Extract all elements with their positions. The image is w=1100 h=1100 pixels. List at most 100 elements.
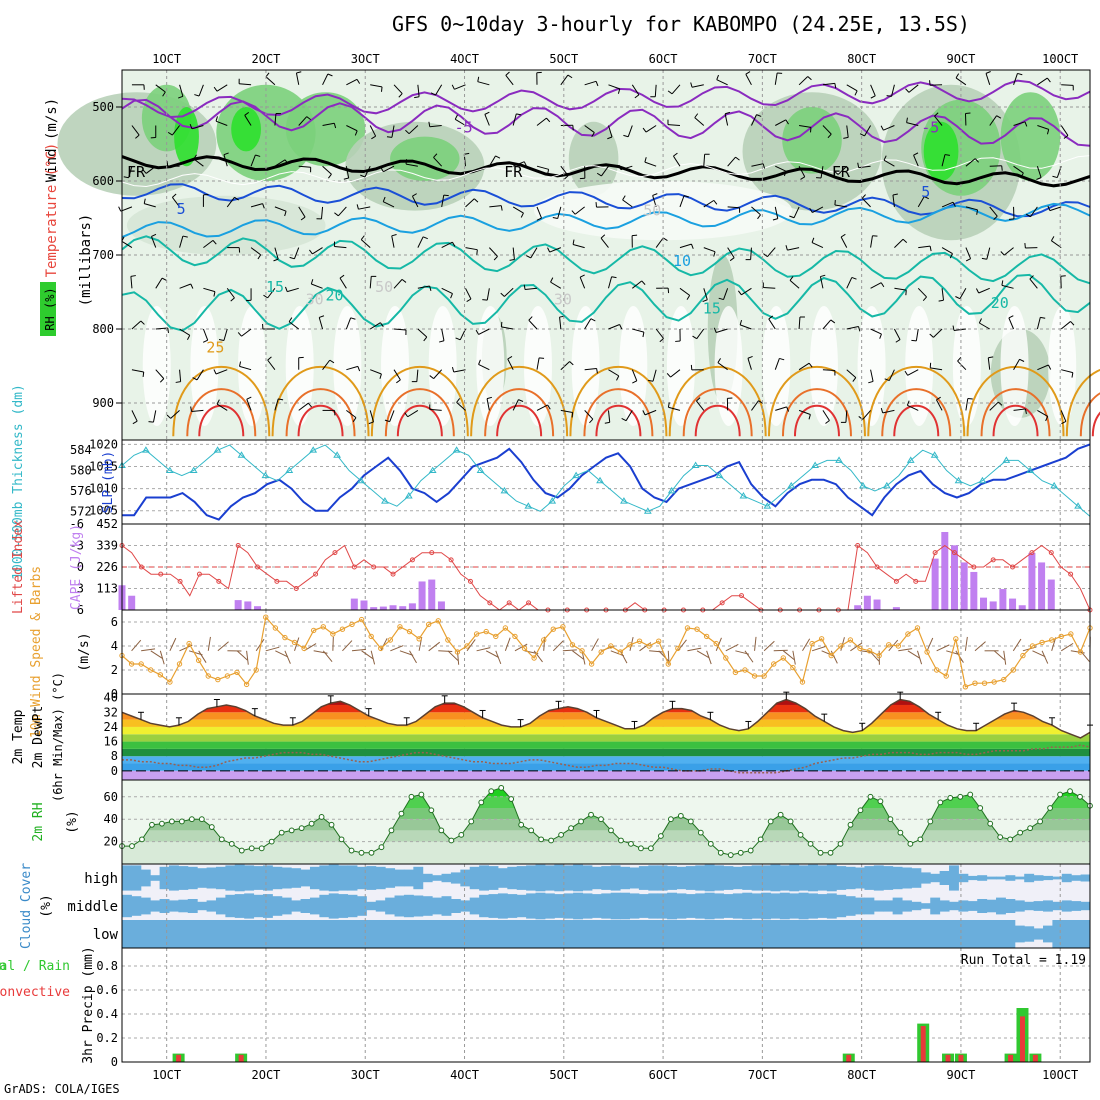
rh-shade <box>568 121 619 196</box>
rh-marker <box>847 821 854 828</box>
wind-barb <box>433 369 443 379</box>
rh-marker <box>1017 829 1024 836</box>
thickness-marker <box>930 451 939 458</box>
wind-barb <box>346 410 357 419</box>
wind-barb-flag <box>142 169 147 174</box>
wind-barb <box>608 324 620 330</box>
wind-barb <box>407 409 419 418</box>
cloud-cell <box>789 920 800 948</box>
wind-barb <box>351 648 366 652</box>
wind-barb <box>632 280 643 289</box>
wind-barb <box>907 650 921 659</box>
wind-barb-flag <box>307 402 312 408</box>
contour-label: -5 <box>921 119 939 137</box>
warm-isoline <box>893 404 940 437</box>
cloud-cell <box>949 865 959 891</box>
wind-barb-flag <box>357 366 361 372</box>
cloud-cell <box>808 864 818 892</box>
wind-barb <box>560 165 569 176</box>
wind-barb <box>128 166 133 178</box>
wind-barb-flag <box>1061 421 1067 425</box>
cloud-cell <box>197 868 208 888</box>
wind-barb <box>512 399 519 411</box>
cape-bar <box>128 595 136 610</box>
wind-speed-marker <box>1048 637 1055 643</box>
precip-tick-label: 0.4 <box>96 1007 118 1021</box>
wind-barb <box>715 328 728 333</box>
cloud-cell <box>206 867 217 889</box>
cloud-cell <box>902 867 912 889</box>
rh-marker <box>897 829 904 836</box>
wind-barb <box>179 84 184 97</box>
rh-marker <box>757 836 764 843</box>
wind-barb <box>267 359 276 371</box>
wind-barb <box>298 206 306 218</box>
rh-marker <box>528 827 535 834</box>
wind-barb <box>293 247 300 259</box>
wind-barb-flag <box>662 237 668 241</box>
cloud-level-label: middle <box>67 899 118 915</box>
li-marker <box>1010 564 1016 570</box>
cape-tick-label: 339 <box>96 539 118 553</box>
cape-bar <box>244 601 252 610</box>
rh-marker <box>1077 793 1083 800</box>
wind-barb-flag <box>475 329 480 335</box>
cloud-cell <box>1080 901 1091 911</box>
cloud-cell <box>413 866 424 890</box>
wind-barb <box>244 115 252 126</box>
wind-barb <box>822 319 832 330</box>
wind-speed-marker <box>790 664 796 671</box>
cape-bar <box>234 600 242 610</box>
wind-barb <box>360 239 371 248</box>
wind-speed-marker <box>1020 652 1026 659</box>
wind-barb <box>631 84 640 96</box>
wind-barb <box>696 328 705 340</box>
wind-barb-flag <box>922 296 927 301</box>
wind-barb <box>1061 84 1074 86</box>
wind-barb <box>393 279 403 289</box>
thickness-marker <box>739 492 748 499</box>
cloud-cell <box>620 892 630 920</box>
cloud-cell <box>338 865 349 891</box>
wind-barb <box>265 646 280 652</box>
thickness-tick-label: 576 <box>70 484 92 498</box>
wind-speed-marker <box>320 624 326 630</box>
cloud-cell <box>385 920 396 948</box>
wind-speed-marker <box>703 633 710 640</box>
wind-barb-flag <box>371 135 376 140</box>
wind-barb-flag <box>1046 77 1051 83</box>
wind-barb <box>644 409 657 416</box>
wind-barb-flag <box>215 116 218 122</box>
wind-barb-flag <box>617 88 621 94</box>
wind-barb <box>933 328 943 338</box>
cloud-cell <box>1061 900 1072 912</box>
rh-shade <box>231 107 261 152</box>
cloud-cell <box>1005 899 1016 913</box>
wind-barb-flag <box>809 208 813 213</box>
cloud-cell <box>798 920 809 948</box>
cloud-cell <box>685 894 696 918</box>
wind-speed-marker <box>588 661 595 667</box>
ylabel-cloud-unit: (%) <box>39 894 54 917</box>
li-marker <box>158 571 164 577</box>
wind-barb <box>361 650 374 660</box>
wind-barb <box>485 650 499 658</box>
wind-barb-flag <box>929 246 932 252</box>
warm-isoline <box>682 388 753 437</box>
wind-barb <box>798 165 806 178</box>
wind-barb-flag <box>789 276 794 281</box>
wind-barb <box>1001 284 1014 289</box>
cloud-cell <box>122 894 132 918</box>
cloud-cell <box>911 901 922 911</box>
rh-marker <box>807 840 814 847</box>
cape-bar <box>1047 579 1055 610</box>
wind-barb <box>834 204 847 208</box>
contour-label: 15 <box>703 299 721 317</box>
wind-barb-flag <box>993 215 998 221</box>
cloud-cell <box>779 865 790 891</box>
rh-marker <box>787 818 794 825</box>
rh-marker <box>907 840 914 847</box>
rh-marker <box>498 784 505 791</box>
cloud-cell <box>422 920 433 948</box>
temp-tick-label: 40 <box>104 691 118 705</box>
